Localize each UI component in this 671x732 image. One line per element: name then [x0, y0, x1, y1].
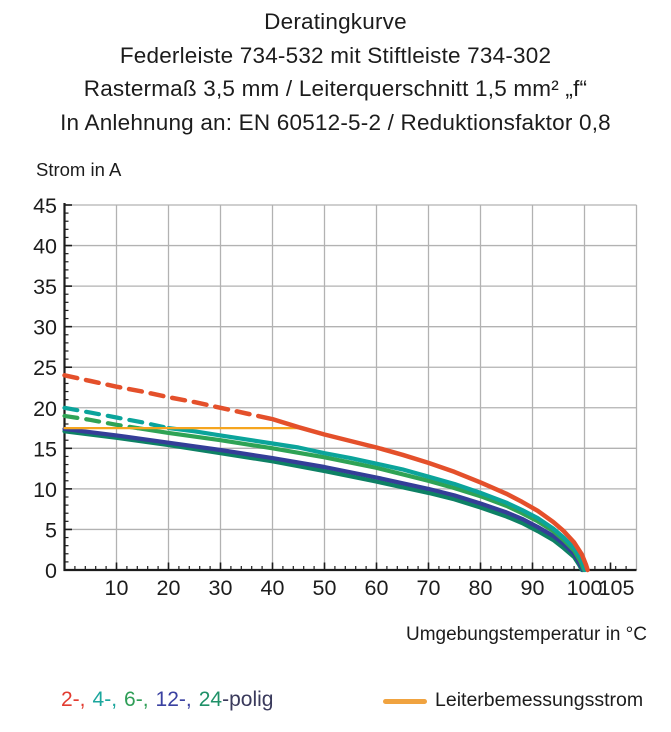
- y-tick-label: 20: [33, 397, 57, 421]
- x-tick-label: 20: [157, 576, 181, 600]
- title-line-3: Rastermaß 3,5 mm / Leiterquerschnitt 1,5…: [83, 76, 588, 101]
- legend-pole-suffix: -polig: [222, 688, 274, 711]
- x-tick-label: 40: [261, 576, 285, 600]
- y-tick-label: 10: [33, 478, 57, 502]
- y-axis-label: Strom in A: [36, 159, 122, 180]
- title-line-4: In Anlehnung an: EN 60512-5-2 / Reduktio…: [60, 109, 611, 135]
- rated-current-swatch: [383, 699, 427, 704]
- series-2-polig-gestrichelt-: [62, 373, 275, 422]
- y-tick-label: 30: [33, 316, 57, 340]
- legend-pole-label: 12-,: [155, 688, 192, 711]
- x-tick-label: 100: [567, 576, 603, 600]
- legend-pole-label: 2-,: [61, 688, 86, 711]
- x-tick-label: 10: [105, 576, 129, 600]
- y-tick-label: 35: [33, 275, 57, 299]
- x-tick-label: 90: [521, 576, 545, 600]
- y-tick-label: 0: [45, 559, 57, 583]
- series-12-polig: [62, 426, 585, 573]
- y-tick-label: 40: [33, 235, 57, 259]
- x-tick-label: 80: [469, 576, 493, 600]
- x-tick-label: 105: [599, 576, 635, 600]
- legend-pole-label: 24: [198, 688, 223, 711]
- x-tick-label: 30: [209, 576, 233, 600]
- series-2-polig: [270, 416, 590, 573]
- legend-pole-counts: 2-, 4-, 6-, 12-, 24-polig: [61, 688, 273, 712]
- legend-pole-label: 6-,: [124, 688, 149, 711]
- title-line-2: Federleiste 734-532 mit Stiftleiste 734-…: [119, 42, 552, 68]
- y-tick-label: 15: [33, 437, 57, 461]
- rated-current-label: Leiterbemessungsstrom: [435, 689, 644, 711]
- series-6-polig-gestrichelt-: [62, 413, 140, 431]
- title-line-1: Deratingkurve: [264, 9, 407, 34]
- series-24-polig: [62, 429, 584, 573]
- x-tick-label: 70: [417, 576, 441, 600]
- x-axis-label: Umgebungstemperatur in °C: [406, 624, 647, 645]
- y-tick-label: 5: [45, 518, 57, 542]
- series-4-polig: [166, 426, 588, 573]
- x-tick-label: 50: [313, 576, 337, 600]
- y-tick-label: 45: [33, 195, 57, 218]
- chart-title-block: Deratingkurve Federleiste 734-532 mit St…: [0, 5, 671, 139]
- series-4-polig-gestrichelt-: [62, 405, 171, 431]
- y-tick-label: 25: [33, 356, 57, 380]
- legend-pole-label: 4-,: [92, 688, 118, 711]
- x-tick-label: 60: [365, 576, 389, 600]
